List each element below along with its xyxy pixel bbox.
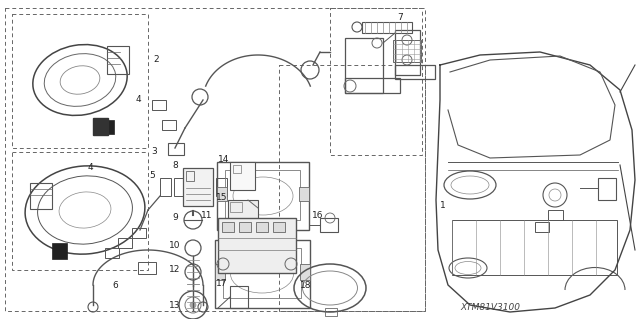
Bar: [362, 22, 412, 33]
Bar: [222, 222, 234, 232]
Bar: [395, 30, 420, 75]
Bar: [225, 170, 300, 220]
Bar: [138, 262, 156, 274]
Bar: [107, 46, 129, 74]
Bar: [223, 248, 301, 298]
Text: 6: 6: [112, 280, 118, 290]
Text: 15: 15: [216, 194, 228, 203]
Text: 4: 4: [135, 95, 141, 105]
Text: 14: 14: [218, 155, 230, 165]
Text: 3: 3: [151, 147, 157, 157]
Text: 12: 12: [170, 265, 180, 275]
Bar: [452, 220, 617, 275]
Bar: [233, 165, 241, 173]
Bar: [345, 78, 400, 93]
Bar: [230, 202, 242, 212]
Bar: [230, 286, 248, 308]
Text: 5: 5: [149, 170, 155, 180]
Text: XTM81V3100: XTM81V3100: [460, 303, 520, 313]
Bar: [330, 8, 422, 155]
Bar: [188, 178, 199, 196]
Bar: [168, 143, 184, 155]
Text: 8: 8: [172, 160, 178, 169]
Bar: [218, 218, 296, 273]
Bar: [320, 218, 338, 232]
Bar: [105, 248, 119, 258]
Text: 2: 2: [153, 56, 159, 64]
Bar: [217, 162, 309, 230]
Bar: [100, 120, 114, 134]
Bar: [535, 222, 549, 232]
Text: 13: 13: [169, 300, 180, 309]
Bar: [215, 264, 225, 280]
Bar: [5, 8, 425, 311]
Bar: [174, 178, 185, 196]
Bar: [239, 222, 251, 232]
Bar: [548, 210, 563, 220]
Bar: [228, 200, 258, 222]
Text: 10: 10: [169, 241, 180, 249]
Bar: [183, 168, 213, 206]
Bar: [230, 162, 255, 190]
Bar: [217, 187, 227, 201]
Bar: [52, 243, 67, 259]
Bar: [299, 187, 309, 201]
Bar: [152, 100, 166, 110]
Bar: [12, 14, 148, 148]
Text: 7: 7: [397, 13, 403, 23]
Bar: [160, 178, 171, 196]
Bar: [215, 240, 310, 308]
Bar: [395, 65, 435, 79]
Bar: [279, 65, 425, 311]
Bar: [393, 40, 421, 62]
Text: 11: 11: [201, 211, 212, 220]
Bar: [162, 120, 176, 130]
Text: 17: 17: [216, 279, 228, 288]
Bar: [273, 222, 285, 232]
Text: 18: 18: [300, 280, 312, 290]
Text: 1: 1: [440, 201, 446, 210]
Bar: [300, 264, 310, 280]
Bar: [186, 171, 194, 181]
Text: 4: 4: [87, 164, 93, 173]
Circle shape: [190, 302, 196, 308]
Bar: [12, 152, 148, 270]
Bar: [202, 178, 213, 196]
Bar: [118, 238, 132, 248]
Bar: [345, 38, 383, 93]
Polygon shape: [93, 118, 108, 135]
Bar: [30, 183, 52, 209]
Bar: [132, 228, 146, 238]
Text: 9: 9: [172, 212, 178, 221]
Bar: [256, 222, 268, 232]
Text: 16: 16: [312, 211, 324, 219]
Bar: [216, 178, 227, 196]
Bar: [325, 308, 337, 316]
Bar: [598, 178, 616, 200]
